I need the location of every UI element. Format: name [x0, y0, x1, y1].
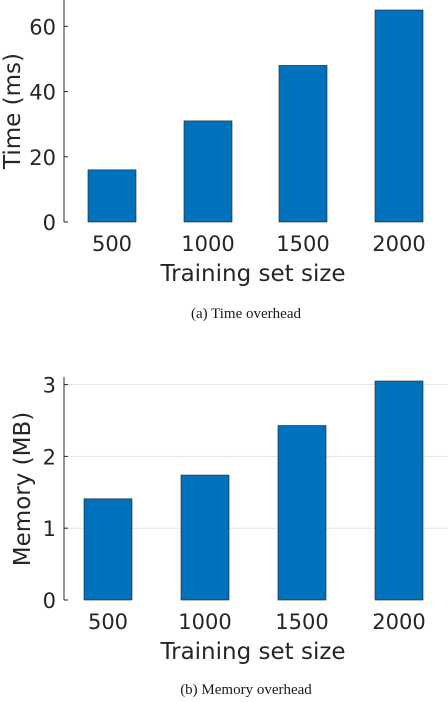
- chart-time-x-tick-label: 1500: [276, 232, 329, 256]
- chart-time-bar-2000: [374, 9, 424, 223]
- chart-memory-x-tick-label: 1000: [178, 610, 231, 634]
- chart-memory-x-tick-label: 2000: [372, 610, 425, 634]
- chart-memory-bar-500: [83, 498, 133, 601]
- chart-memory-y-tick-label: 1: [43, 517, 56, 541]
- chart-time-x-tick-label: 1000: [181, 232, 234, 256]
- chart-time-bars: [87, 9, 424, 223]
- chart-time-y-axis-title: Time (ms): [0, 53, 26, 170]
- chart-time-x-tick-label: 2000: [372, 232, 425, 256]
- chart-memory-y-tick-label: 2: [43, 445, 56, 469]
- chart-time-x-axis-title: Training set size: [159, 261, 345, 287]
- chart-time-y-tick-label: 60: [29, 15, 56, 39]
- chart-time-x-ticks: 500 1000 1500 2000: [92, 232, 426, 256]
- chart-memory-x-tick-label: 1500: [275, 610, 328, 634]
- chart-memory-x-axis-title: Training set size: [159, 639, 345, 665]
- chart-memory: 0 1 2 3 500 1000 1500 2000 Training set size M…: [10, 374, 448, 698]
- chart-memory-bar-1500: [277, 425, 327, 601]
- chart-memory-x-ticks: 500 1000 1500 2000: [88, 610, 426, 634]
- chart-time-bar-1000: [183, 120, 233, 223]
- chart-memory-y-tick-label: 3: [43, 374, 56, 398]
- chart-memory-caption: (b) Memory overhead: [180, 682, 312, 698]
- chart-time-y-tick-label: 20: [29, 146, 56, 170]
- chart-memory-bar-1000: [180, 474, 230, 601]
- chart-time-bar-500: [87, 169, 137, 223]
- chart-memory-y-axis-title: Memory (MB): [10, 412, 36, 566]
- chart-time-caption: (a) Time overhead: [191, 306, 301, 322]
- chart-time-y-tick-label: 40: [29, 81, 56, 105]
- chart-time-x-tick-label: 500: [92, 232, 132, 256]
- chart-time-y-tick-label: 0: [43, 211, 56, 235]
- chart-memory-x-tick-label: 500: [88, 610, 128, 634]
- chart-time: 0 20 40 60 500 1000 1500 2000 Training set siz…: [0, 0, 426, 322]
- chart-memory-bar-2000: [374, 380, 424, 601]
- chart-memory-y-ticks: 0 1 2 3: [43, 374, 68, 613]
- chart-time-y-ticks: 0 20 40 60: [29, 15, 68, 235]
- chart-memory-bars: [83, 380, 424, 601]
- chart-time-bar-1500: [278, 65, 328, 223]
- chart-memory-y-tick-label: 0: [43, 589, 56, 613]
